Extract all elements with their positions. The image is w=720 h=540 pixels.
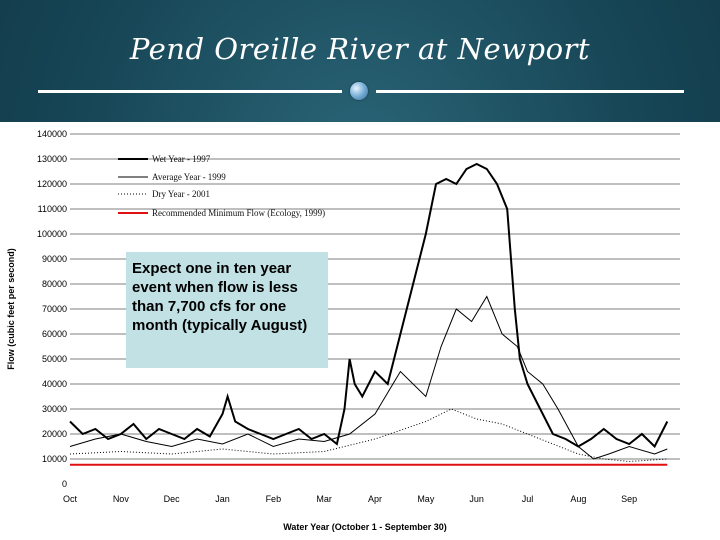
- y-tick-0: 0: [62, 479, 67, 489]
- y-axis-title: Flow (cubic feet per second): [6, 248, 16, 370]
- x-tick-jun: Jun: [469, 494, 484, 504]
- title-rule-left: [38, 90, 342, 93]
- y-tick-100000: 100000: [37, 229, 67, 239]
- y-tick-30000: 30000: [42, 404, 67, 414]
- x-tick-apr: Apr: [368, 494, 382, 504]
- y-tick-90000: 90000: [42, 254, 67, 264]
- y-tick-120000: 120000: [37, 179, 67, 189]
- y-tick-80000: 80000: [42, 279, 67, 289]
- x-tick-feb: Feb: [266, 494, 282, 504]
- x-tick-aug: Aug: [570, 494, 586, 504]
- y-tick-130000: 130000: [37, 154, 67, 164]
- x-tick-oct: Oct: [63, 494, 78, 504]
- y-tick-10000: 10000: [42, 454, 67, 464]
- x-tick-dec: Dec: [164, 494, 181, 504]
- globe-icon: [350, 82, 368, 100]
- legend-label-0: Wet Year - 1997: [152, 154, 211, 164]
- x-tick-jan: Jan: [215, 494, 230, 504]
- x-axis-title: Water Year (October 1 - September 30): [283, 522, 447, 532]
- flow-chart: 0 10000 20000 30000 40000 50000 60000 70000 8000…: [6, 129, 680, 532]
- y-tick-40000: 40000: [42, 379, 67, 389]
- y-tick-110000: 110000: [38, 204, 67, 214]
- x-tick-may: May: [417, 494, 435, 504]
- legend-label-2: Dry Year - 2001: [152, 189, 210, 199]
- chart-panel: 0 10000 20000 30000 40000 50000 60000 70000 8000…: [0, 122, 720, 540]
- slide-title: Pend Oreille River at Newport: [129, 32, 591, 66]
- y-tick-50000: 50000: [42, 354, 67, 364]
- x-tick-jul: Jul: [522, 494, 534, 504]
- x-tick-nov: Nov: [113, 494, 130, 504]
- series-2-line: [69, 408, 668, 463]
- annotation-box: Expect one in ten year event when flow i…: [126, 252, 328, 368]
- legend-label-1: Average Year - 1999: [152, 172, 226, 182]
- x-tick-sep: Sep: [621, 494, 637, 504]
- y-tick-60000: 60000: [42, 329, 67, 339]
- series-0-line: [69, 162, 669, 449]
- legend-label-3: Recommended Minimum Flow (Ecology, 1999): [152, 208, 325, 218]
- series-1-line: [69, 295, 668, 460]
- y-tick-70000: 70000: [42, 304, 67, 314]
- y-tick-20000: 20000: [42, 429, 67, 439]
- title-rule-right: [376, 90, 684, 93]
- y-tick-140000: 140000: [37, 129, 67, 139]
- x-tick-mar: Mar: [316, 494, 332, 504]
